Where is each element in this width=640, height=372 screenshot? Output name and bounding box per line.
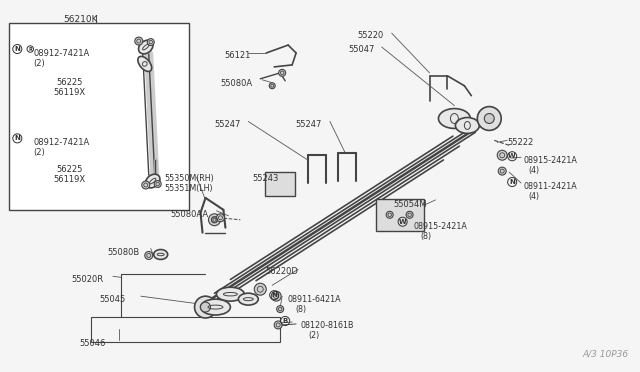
Circle shape [274, 321, 282, 329]
Circle shape [254, 283, 266, 295]
Circle shape [278, 69, 285, 76]
Text: (4): (4) [528, 166, 540, 175]
Text: 08915-2421A: 08915-2421A [523, 156, 577, 165]
Circle shape [406, 211, 413, 218]
Text: (2): (2) [33, 59, 45, 68]
Text: B: B [282, 318, 288, 324]
Text: 55046: 55046 [79, 339, 106, 348]
Circle shape [211, 217, 218, 223]
Text: W: W [399, 219, 406, 225]
Ellipse shape [200, 299, 230, 315]
Text: 56119X: 56119X [53, 175, 85, 184]
Bar [91, 317, 280, 342]
Circle shape [484, 113, 494, 124]
Text: 08912-7421A: 08912-7421A [33, 138, 90, 147]
Text: (2): (2) [308, 331, 319, 340]
Ellipse shape [438, 109, 470, 128]
Text: 55247: 55247 [295, 121, 321, 129]
Text: 08120-8161B: 08120-8161B [300, 321, 353, 330]
Text: 08911-2421A: 08911-2421A [523, 182, 577, 191]
Ellipse shape [138, 57, 152, 71]
Text: (8): (8) [420, 232, 432, 241]
Text: 55045: 55045 [99, 295, 125, 304]
Text: 08911-6421A: 08911-6421A [287, 295, 340, 304]
Circle shape [276, 306, 284, 312]
Ellipse shape [145, 174, 160, 188]
Text: 56210K: 56210K [63, 15, 98, 24]
Circle shape [386, 211, 393, 218]
Text: 56225: 56225 [56, 165, 83, 174]
Ellipse shape [154, 250, 168, 259]
Ellipse shape [238, 293, 259, 305]
Text: 55047: 55047 [348, 45, 374, 54]
Text: 55054M: 55054M [394, 200, 427, 209]
Text: R: R [28, 46, 32, 52]
Circle shape [200, 302, 211, 312]
Circle shape [154, 180, 161, 187]
Circle shape [269, 83, 275, 89]
Text: N: N [14, 135, 20, 141]
FancyBboxPatch shape [376, 199, 424, 231]
Text: 55080B: 55080B [107, 247, 139, 257]
Circle shape [216, 214, 225, 222]
Text: 08915-2421A: 08915-2421A [413, 222, 467, 231]
Ellipse shape [456, 118, 479, 134]
Text: 08912-7421A: 08912-7421A [33, 49, 90, 58]
Text: (2): (2) [33, 148, 45, 157]
Text: (4): (4) [528, 192, 540, 201]
Text: 55350M(RH): 55350M(RH) [164, 174, 214, 183]
FancyBboxPatch shape [265, 172, 295, 196]
Text: A/3 10P36: A/3 10P36 [582, 350, 628, 359]
Text: 55222: 55222 [507, 138, 533, 147]
Circle shape [195, 296, 216, 318]
Text: 55080A: 55080A [220, 79, 253, 88]
Text: 56220D: 56220D [265, 267, 298, 276]
Circle shape [147, 39, 154, 45]
Circle shape [135, 37, 143, 45]
Circle shape [497, 150, 507, 160]
Text: N: N [14, 46, 20, 52]
Text: 55247: 55247 [214, 121, 241, 129]
Text: W: W [508, 153, 516, 159]
Ellipse shape [216, 287, 244, 301]
Text: N: N [509, 179, 515, 185]
Text: 56119X: 56119X [53, 88, 85, 97]
Text: 55220: 55220 [358, 31, 384, 40]
Ellipse shape [138, 40, 153, 54]
Text: 55020R: 55020R [71, 275, 103, 284]
Text: (8): (8) [295, 305, 306, 314]
Text: N: N [271, 292, 277, 298]
Text: 55351M(LH): 55351M(LH) [164, 184, 213, 193]
Circle shape [142, 181, 150, 189]
Circle shape [271, 291, 281, 301]
Circle shape [209, 214, 220, 226]
Text: 56225: 56225 [56, 78, 83, 87]
Circle shape [498, 167, 506, 175]
Bar [10, 23, 189, 210]
Circle shape [145, 251, 153, 259]
Text: 55243: 55243 [252, 174, 278, 183]
Circle shape [477, 107, 501, 131]
Text: 56121: 56121 [225, 51, 251, 60]
Text: 55080AA: 55080AA [171, 210, 209, 219]
